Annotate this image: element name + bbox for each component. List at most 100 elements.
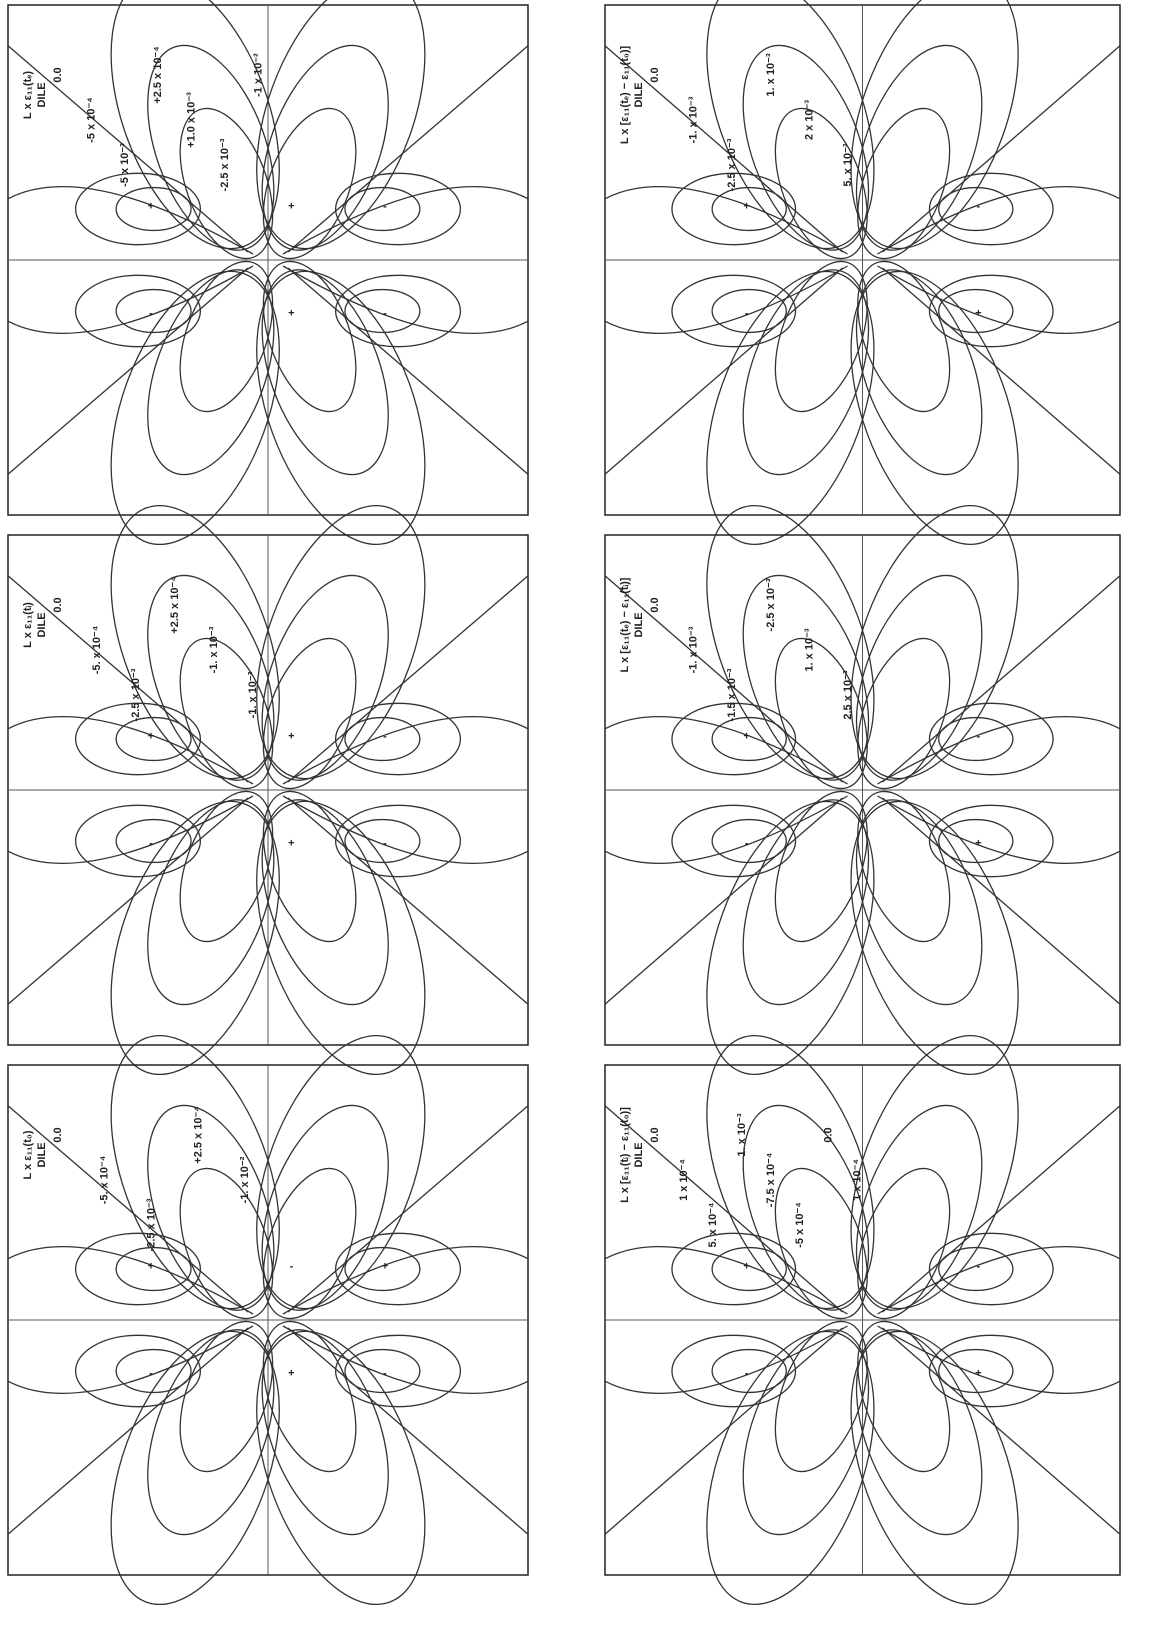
contour bbox=[877, 715, 1121, 785]
contour-label: -5 x 10⁻⁴ bbox=[85, 97, 97, 143]
contour bbox=[7, 1325, 254, 1395]
contour bbox=[850, 1330, 1019, 1605]
contour bbox=[334, 804, 462, 878]
contour bbox=[110, 1330, 280, 1606]
contour-label: -1. x 10⁻² bbox=[247, 671, 259, 718]
sign-marker: - bbox=[745, 307, 749, 319]
contour bbox=[928, 804, 1054, 878]
contour bbox=[110, 0, 280, 250]
contour bbox=[147, 574, 275, 781]
contour bbox=[877, 795, 1121, 865]
contour bbox=[706, 270, 875, 545]
contour bbox=[855, 269, 983, 476]
contour bbox=[882, 575, 1121, 783]
contour bbox=[671, 172, 797, 246]
contour bbox=[882, 1327, 1121, 1535]
contour-label: 1. x 10⁻³ bbox=[803, 628, 815, 671]
contour bbox=[604, 1105, 843, 1313]
sign-marker: + bbox=[743, 730, 749, 742]
contour bbox=[344, 186, 421, 232]
contour-label: -7.5 x 10⁻⁴ bbox=[765, 1153, 777, 1208]
contour bbox=[282, 265, 529, 335]
contour bbox=[774, 790, 868, 943]
panel-title: L x [ε₁₁(tₑ) − ε₁₁(tᵢ)] bbox=[619, 577, 631, 672]
contour bbox=[604, 45, 843, 253]
contour bbox=[855, 574, 983, 781]
contour bbox=[261, 574, 389, 781]
sign-marker: + bbox=[743, 1260, 749, 1272]
contour bbox=[855, 799, 983, 1006]
contour-label: -2.5 x 10⁻³ bbox=[130, 668, 142, 721]
contour bbox=[7, 1105, 249, 1313]
contour-label: -2.5 x 10⁻³ bbox=[726, 138, 738, 191]
contour bbox=[882, 1105, 1121, 1313]
contour bbox=[742, 269, 870, 476]
contour bbox=[604, 185, 848, 255]
contour bbox=[711, 1246, 787, 1292]
contour bbox=[74, 1334, 202, 1408]
panel-title: L x ε₁₁(tᵢ) bbox=[22, 602, 34, 648]
sign-marker: - bbox=[149, 307, 153, 319]
contour bbox=[344, 288, 421, 334]
contour bbox=[262, 790, 357, 943]
contour-label: 2.5 x 10⁻³ bbox=[842, 670, 854, 720]
contour bbox=[882, 45, 1121, 253]
contour bbox=[877, 1325, 1121, 1395]
contour bbox=[706, 0, 875, 250]
contour bbox=[74, 702, 202, 776]
contour bbox=[344, 716, 421, 762]
contour bbox=[604, 575, 843, 783]
contour bbox=[344, 818, 421, 864]
contour bbox=[928, 1334, 1054, 1408]
contour-label: 1. x 10⁻³ bbox=[765, 53, 777, 96]
contour bbox=[938, 716, 1014, 762]
contour bbox=[287, 797, 529, 1005]
sign-marker: - bbox=[383, 837, 387, 849]
sign-marker: + bbox=[975, 1367, 981, 1379]
contour-label: -5. x 10⁻⁴ bbox=[99, 1156, 111, 1205]
contour bbox=[938, 818, 1014, 864]
contour bbox=[110, 800, 280, 1076]
contour bbox=[850, 1035, 1019, 1310]
contour-label: -1.5 x 10⁻³ bbox=[726, 668, 738, 721]
sign-marker: - bbox=[383, 307, 387, 319]
sign-marker: + bbox=[382, 1260, 388, 1272]
contour-label: 1. x 10⁻³ bbox=[736, 1113, 748, 1156]
contour bbox=[604, 1325, 848, 1395]
contour bbox=[671, 274, 797, 348]
panel-title: L x [ε₁₁(tᵢ) − ε₁₁(t₀)] bbox=[619, 1107, 631, 1203]
contour bbox=[882, 267, 1121, 475]
contour-label: 1 x 10⁻⁴ bbox=[852, 1159, 864, 1201]
sign-marker: + bbox=[148, 730, 154, 742]
contour bbox=[74, 804, 202, 878]
contour bbox=[7, 797, 249, 1005]
contour bbox=[604, 265, 848, 335]
contour bbox=[774, 637, 868, 790]
contour bbox=[262, 260, 357, 413]
sign-marker: - bbox=[745, 1367, 749, 1379]
contour bbox=[261, 1104, 389, 1311]
contour bbox=[334, 274, 462, 348]
contour-label: -1 x 10⁻² bbox=[252, 53, 264, 97]
contour bbox=[742, 574, 870, 781]
contour bbox=[261, 269, 389, 476]
sign-marker: - bbox=[977, 1260, 981, 1272]
contour bbox=[604, 795, 848, 865]
contour bbox=[115, 716, 192, 762]
contour bbox=[938, 186, 1014, 232]
contour bbox=[262, 107, 357, 260]
contour bbox=[742, 1104, 870, 1311]
contour bbox=[7, 185, 254, 255]
contour bbox=[74, 1232, 202, 1306]
contour-label: -1. x 10⁻² bbox=[239, 1156, 251, 1203]
contour bbox=[262, 637, 357, 790]
contour-label: -1. x 10⁻³ bbox=[688, 96, 700, 143]
contour bbox=[706, 505, 875, 780]
contour bbox=[287, 575, 529, 783]
contour bbox=[671, 702, 797, 776]
contour bbox=[711, 288, 787, 334]
contour bbox=[256, 270, 426, 546]
